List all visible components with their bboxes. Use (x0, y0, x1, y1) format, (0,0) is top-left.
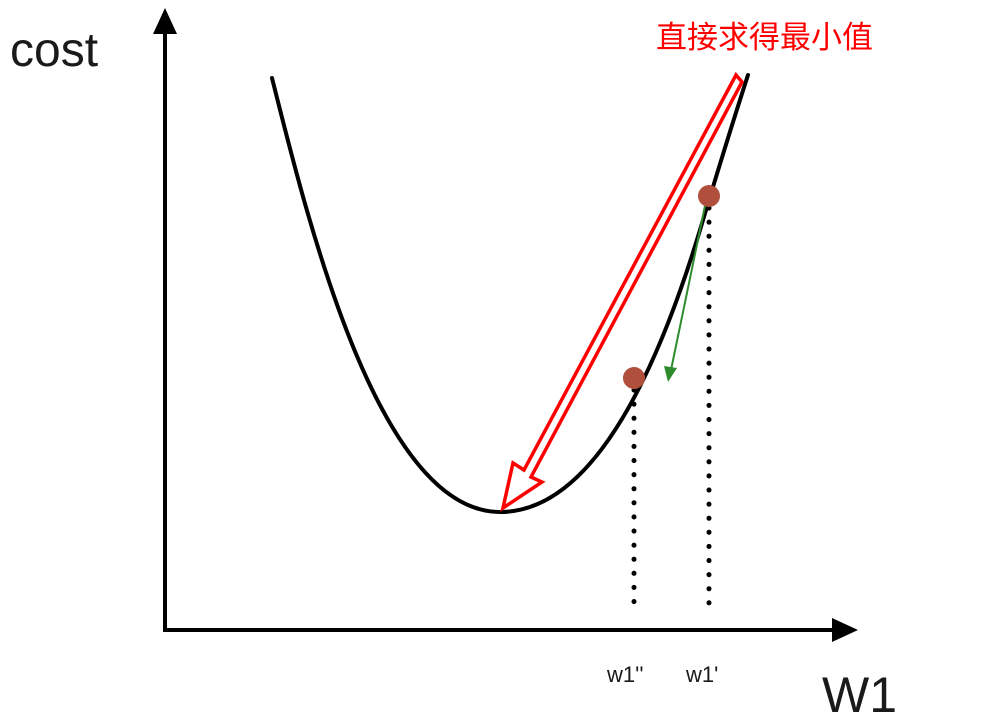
x-axis-label: W1 (822, 667, 897, 723)
green-step-arrow-line (670, 200, 707, 371)
green-step-arrowhead (664, 366, 677, 382)
tick-label-w1-double-prime: w1'' (606, 662, 644, 687)
red-direct-arrow (500, 71, 745, 512)
annotation-direct-minimum: 直接求得最小值 (656, 20, 873, 56)
y-axis-label: cost (10, 24, 98, 77)
y-axis-arrowhead (153, 8, 177, 34)
cost-curve (270, 73, 750, 515)
point-w1-double-prime (623, 367, 645, 389)
x-axis-arrowhead (832, 618, 858, 642)
point-w1-prime (698, 185, 720, 207)
tick-label-w1-prime: w1' (685, 662, 718, 687)
